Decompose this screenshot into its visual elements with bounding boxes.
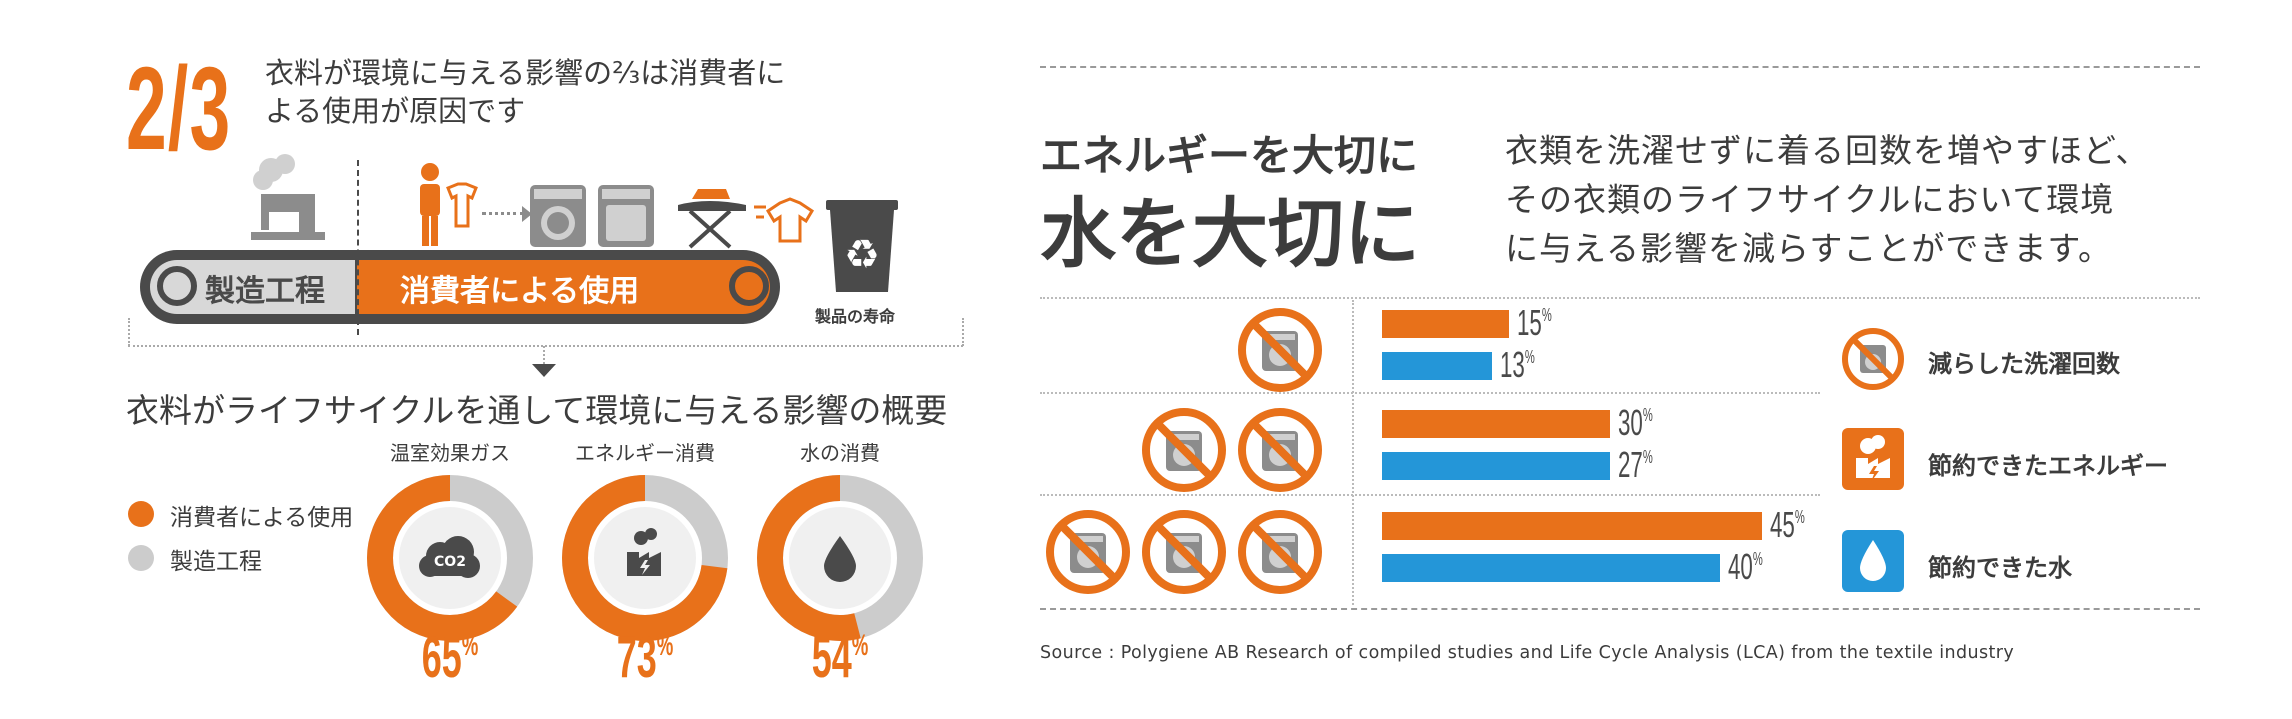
percent-unit: % — [461, 629, 479, 662]
bracket-line — [128, 345, 963, 347]
bar-label-energy: 30% — [1618, 402, 1653, 443]
intro-line-2: よる使用が原因です — [265, 94, 526, 128]
donut-percent-1: 65% — [388, 624, 512, 691]
roller-right — [729, 266, 769, 306]
section-title: 衣料がライフサイクルを通して環境に与える影響の概要 — [126, 391, 948, 430]
co2-cloud-icon: CO2 — [419, 536, 480, 578]
percent-unit: % — [656, 629, 674, 662]
no-washing-machine-icon — [1238, 308, 1322, 392]
row-divider-1 — [1040, 392, 1820, 394]
bar-water — [1382, 452, 1610, 480]
bar-energy — [1382, 310, 1509, 338]
percent-value: 65 — [421, 625, 462, 690]
water-drop-icon — [824, 536, 856, 582]
donut-percent-3: 54% — [778, 624, 902, 691]
flow-arrowhead-1 — [522, 206, 532, 222]
dryer-icon — [598, 185, 654, 247]
bracket-right — [962, 318, 964, 346]
donut-slice-consumer-use — [757, 475, 923, 641]
description-line-2: その衣類のライフサイクルにおいて環境 — [1505, 180, 2115, 219]
bracket-left — [128, 318, 130, 346]
legend-water-icon — [1842, 530, 1904, 592]
intro-line-1: 衣料が環境に与える影響の⅔は消費者に — [265, 56, 786, 90]
flying-shirt-icon — [754, 197, 815, 243]
bar-water — [1382, 352, 1492, 380]
legend-label-water-saved: 節約できた水 — [1928, 554, 2072, 582]
description-line-3: に与える影響を減らすことができます。 — [1505, 229, 2113, 268]
bar-label-water: 40% — [1727, 546, 1763, 587]
bar-label-energy: 15% — [1516, 302, 1552, 343]
big-fraction: 2/3 — [126, 43, 232, 175]
flow-arrow-1 — [482, 212, 524, 215]
percent-value: 54 — [811, 625, 852, 690]
donut-percent-2: 73% — [583, 624, 707, 691]
legend-energy-icon — [1842, 428, 1904, 490]
donut-label-3: 水の消費 — [800, 441, 880, 465]
donut-chart-2 — [562, 475, 728, 641]
donut-chart-3 — [757, 475, 923, 641]
no-washing-machine-icon — [1142, 408, 1226, 492]
sewing-machine-icon — [251, 154, 325, 240]
person-holding-shirt-icon — [420, 163, 478, 246]
bar-label-water: 27% — [1618, 444, 1653, 485]
source-note: Source : Polygiene AB Research of compil… — [1040, 643, 2015, 663]
donut-label-1: 温室効果ガス — [390, 441, 510, 465]
svg-text:♻: ♻ — [844, 232, 880, 278]
no-washing-machine-icon — [1238, 510, 1322, 594]
roller-left — [157, 266, 197, 306]
percent-unit: % — [851, 629, 869, 662]
belt-label-consumer: 消費者による使用 — [400, 274, 640, 309]
legend-no-wash-icon — [1842, 328, 1904, 390]
intro-text: 衣料が環境に与える影響の⅔は消費者に よる使用が原因です — [265, 54, 905, 130]
svg-text:CO2: CO2 — [434, 554, 466, 570]
bar-energy — [1382, 410, 1610, 438]
donut-label-2: エネルギー消費 — [575, 441, 715, 465]
donut-slice-consumer-use — [562, 475, 728, 641]
description: 衣類を洗濯せずに着る回数を増やすほど、 その衣類のライフサイクルにおいて環境 に… — [1505, 126, 2265, 273]
water-title: 水を大切に — [1040, 189, 1420, 278]
bar-energy — [1382, 512, 1762, 540]
chart-top-rule — [1040, 297, 2200, 299]
washing-machine-icon — [530, 185, 586, 247]
top-dashed-rule — [1040, 66, 2200, 68]
energy-title: エネルギーを大切に — [1040, 131, 1419, 180]
legend-label-manufacturing: 製造工程 — [170, 549, 262, 575]
factory-icon — [627, 528, 661, 576]
no-washing-machine-icon — [1046, 510, 1130, 594]
ironing-board-icon — [678, 189, 746, 249]
recycle-bin-icon: ♻ — [826, 200, 898, 292]
divider-dashed — [357, 160, 359, 335]
legend-dot-consumer — [128, 501, 154, 527]
legend-dot-manufacturing — [128, 545, 154, 571]
pointer-arrow — [532, 364, 556, 377]
bar-water — [1382, 554, 1720, 582]
no-washing-machine-icon — [1238, 408, 1322, 492]
legend-label-energy-saved: 節約できたエネルギー — [1928, 452, 2168, 480]
legend-label-consumer: 消費者による使用 — [170, 505, 354, 531]
percent-value: 73 — [616, 625, 657, 690]
pointer-line — [543, 346, 545, 364]
row-divider-2 — [1040, 494, 1820, 496]
product-lifespan-label: 製品の寿命 — [815, 307, 896, 326]
chart-bottom-rule — [1040, 608, 2200, 610]
legend-label-reduced-washes: 減らした洗濯回数 — [1928, 350, 2120, 378]
axis-divider — [1352, 300, 1354, 605]
description-line-1: 衣類を洗濯せずに着る回数を増やすほど、 — [1505, 131, 2150, 170]
bar-label-water: 13% — [1499, 344, 1535, 385]
belt-label-manufacturing: 製造工程 — [205, 274, 325, 309]
bar-label-energy: 45% — [1770, 504, 1805, 545]
donut-slice-consumer-use — [367, 475, 533, 641]
no-washing-machine-icon — [1142, 510, 1226, 594]
donut-chart-1: CO2 — [367, 475, 533, 641]
belt-consumer-use — [357, 260, 770, 314]
